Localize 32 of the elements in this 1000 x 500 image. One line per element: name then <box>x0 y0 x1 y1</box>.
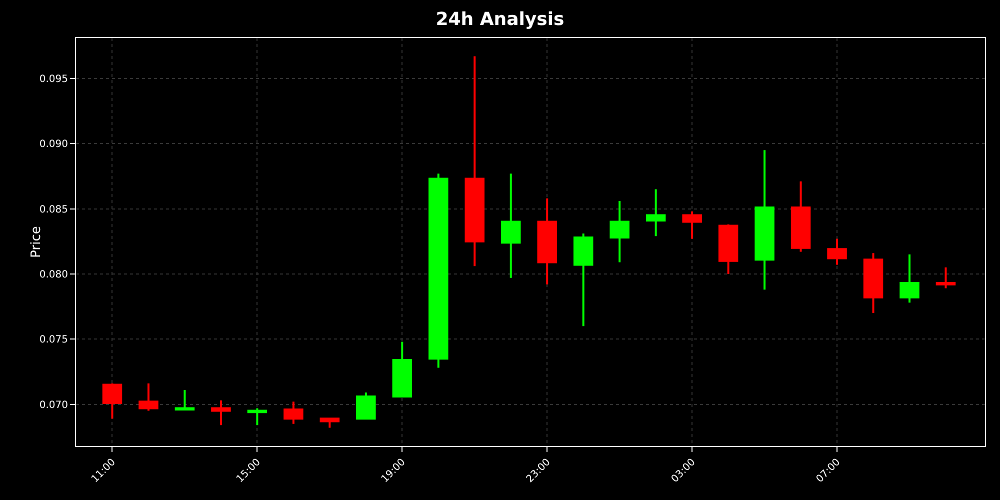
candlestick <box>790 180 811 253</box>
y-tick-label: 0.090 <box>39 139 68 150</box>
candlestick <box>284 400 304 425</box>
y-tick-label: 0.075 <box>39 334 68 346</box>
candlestick <box>138 382 158 412</box>
candlestick <box>247 407 268 426</box>
y-tick-label: 0.070 <box>39 400 68 411</box>
candlestick <box>392 340 412 398</box>
candlestick <box>320 418 340 429</box>
y-tick-label: 0.080 <box>39 269 68 280</box>
candlestick <box>573 232 594 328</box>
candlestick <box>356 392 376 420</box>
candlestick <box>464 55 485 268</box>
candlestick <box>646 188 666 238</box>
candlestick <box>428 172 448 369</box>
candlestick <box>174 388 195 410</box>
candlestick <box>537 197 557 286</box>
candlestick <box>936 266 956 290</box>
candlestick <box>500 172 521 279</box>
chart-title: 24h Analysis <box>436 9 564 30</box>
candlestick <box>863 252 884 314</box>
candlestick <box>102 382 122 420</box>
candlestick <box>211 399 231 426</box>
candlestick <box>827 238 847 266</box>
candlestick <box>900 253 920 304</box>
y-axis-title: Price <box>29 226 44 258</box>
candlestick <box>682 210 702 240</box>
y-tick-label: 0.085 <box>39 204 68 216</box>
candlestick <box>718 223 738 275</box>
y-tick-label: 0.095 <box>39 74 68 85</box>
candlestick <box>610 200 630 264</box>
candlestick <box>754 149 774 291</box>
